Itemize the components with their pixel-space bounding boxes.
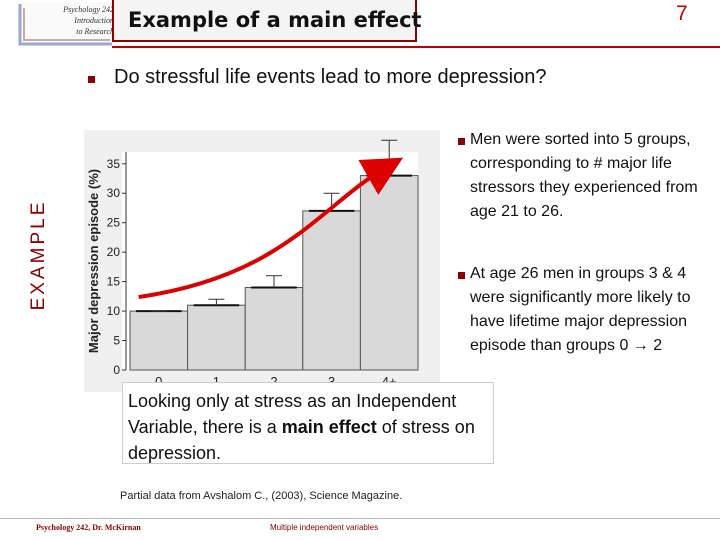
footer-topic: Multiple independent variables [270, 523, 379, 532]
y-tick-label: 15 [107, 275, 121, 289]
annotation-bold: main effect [281, 417, 377, 437]
x-tick-label: 3 [328, 374, 335, 389]
course-logo [18, 2, 114, 46]
header-divider [112, 46, 720, 48]
slide-number: 7 [676, 2, 688, 25]
y-axis-label: Major depression episode (%) [86, 169, 101, 353]
bullet-text-2: At age 26 men in groups 3 & 4 were signi… [470, 265, 691, 354]
bar [359, 175, 419, 371]
annotation-text: Looking only at stress as an Independent… [128, 388, 494, 466]
trend-arrow [138, 157, 404, 300]
y-tick-label: 25 [107, 216, 121, 230]
y-tick-label: 30 [107, 186, 121, 200]
main-question: Do stressful life events lead to more de… [114, 66, 547, 88]
bullet-text-1: Men were sorted into 5 groups, correspon… [470, 131, 698, 220]
footer-divider [0, 518, 720, 519]
x-tick-label: 2 [270, 374, 277, 389]
bullet-marker [458, 272, 465, 279]
bar [187, 304, 246, 371]
annotation-part: of stress on depression. [128, 417, 475, 463]
logo-graphic [18, 2, 114, 46]
y-tick-label: 10 [107, 304, 121, 318]
bar [302, 210, 361, 371]
bar [129, 310, 189, 371]
x-tick-label: 1 [213, 374, 220, 389]
logo-line: Introduction [74, 16, 114, 25]
y-tick-label: 5 [113, 334, 120, 348]
annotation-part: Looking only at stress as an Independent… [128, 391, 457, 437]
y-tick-label: 20 [107, 245, 121, 259]
bar [244, 287, 304, 371]
source-citation: Partial data from Avshalom C., (2003), S… [120, 490, 403, 502]
section-label: EXAMPLE [24, 170, 54, 340]
footer-course: Psychology 242, Dr. McKirnan [36, 523, 141, 532]
y-tick-label: 0 [113, 363, 120, 377]
bullet-marker [458, 138, 465, 145]
logo-text: Psychology 242 Introduction to Research [22, 4, 114, 37]
bullet-marker [88, 76, 95, 83]
slide-title: Example of a main effect [128, 8, 422, 32]
x-tick-label: 0 [155, 374, 162, 389]
section-label-text: EXAMPLE [28, 199, 49, 311]
annotation-box [122, 382, 494, 464]
logo-line: to Research [76, 27, 114, 36]
logo-line: Psychology 242 [63, 5, 114, 14]
y-tick-label: 35 [107, 157, 121, 171]
title-box [112, 0, 417, 42]
